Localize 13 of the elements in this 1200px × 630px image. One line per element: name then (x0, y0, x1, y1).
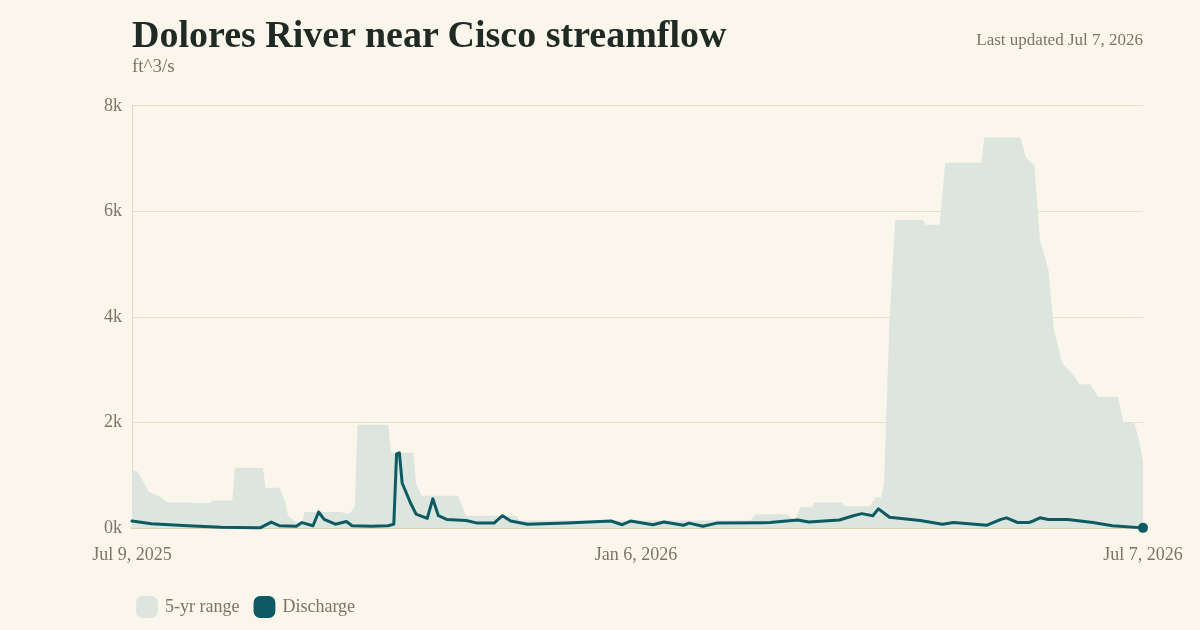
x-tick-label: Jul 9, 2025 (92, 543, 172, 564)
chart-title: Dolores River near Cisco streamflow (132, 12, 727, 56)
x-tick-label: Jul 7, 2026 (1103, 543, 1183, 564)
y-axis-title: ft^3/s (132, 55, 175, 77)
y-tick-label: 8k (104, 94, 122, 115)
y-tick-label: 0k (104, 517, 122, 538)
x-tick-label: Jan 6, 2026 (594, 543, 678, 564)
y-tick-label: 2k (104, 411, 122, 432)
y-tick-label: 4k (104, 305, 122, 326)
legend-label: Discharge (282, 595, 356, 616)
text: Last updated Jul 7, 2026 (976, 30, 1143, 50)
y-tick-label: 6k (104, 200, 122, 221)
legend-label: 5-yr range (165, 595, 240, 616)
